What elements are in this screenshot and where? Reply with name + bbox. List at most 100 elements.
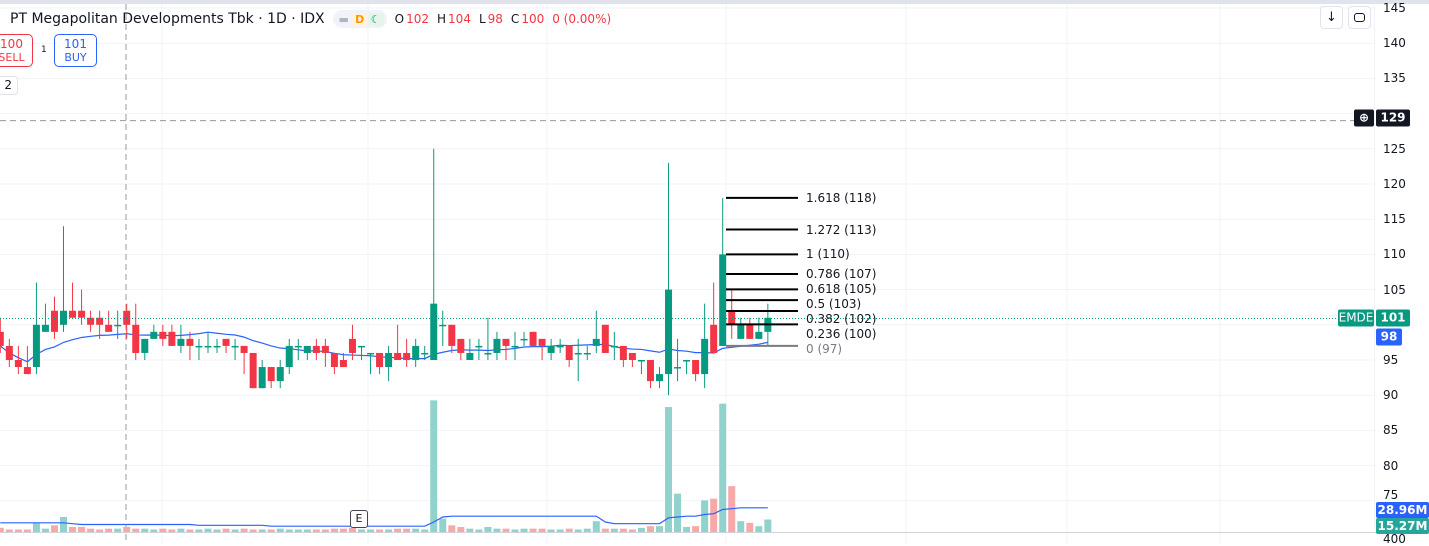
buy-label: BUY (64, 51, 87, 64)
candle-body (78, 310, 86, 318)
buy-price: 101 (64, 37, 87, 51)
candle-body (448, 324, 456, 346)
arrow-down-icon: ↓ (1326, 10, 1337, 25)
candle-body (484, 352, 492, 355)
volume-bar (556, 529, 564, 532)
change-value: 0 (0.00%) (552, 12, 612, 26)
candle-body (213, 345, 221, 348)
volume-bar (692, 526, 700, 532)
volume-bar (69, 527, 77, 532)
candle-body (321, 345, 329, 353)
status-pill[interactable]: ▬ D ☾ (332, 10, 387, 28)
candle-body (222, 338, 230, 346)
volume-bar (60, 517, 68, 532)
volume-bar (755, 526, 763, 532)
last-price-label: 101 (1376, 309, 1410, 327)
price-tick: 95 (1383, 353, 1399, 367)
candle-body (728, 310, 736, 325)
volume-bar (105, 528, 113, 532)
low-value: 98 (487, 12, 503, 26)
candle-body (249, 352, 257, 389)
top-border (0, 0, 1429, 4)
volume-bar (32, 522, 40, 532)
open-value: 102 (406, 12, 430, 26)
candle-body (159, 331, 167, 339)
fib-level-label: 0.382 (102) (806, 312, 877, 327)
fib-level-label: 1.618 (118) (806, 190, 877, 205)
fullscreen-icon (1354, 13, 1365, 22)
add-alert-plus-icon[interactable]: ⊕ (1354, 109, 1374, 127)
candle-body (23, 367, 31, 375)
volume-bar (249, 529, 257, 532)
volume-bar (746, 522, 754, 532)
candle-body (168, 331, 176, 346)
volume-bar (574, 529, 582, 532)
earnings-badge[interactable]: E (350, 510, 368, 528)
fib-level-label: 0.236 (100) (806, 327, 877, 342)
volume-bar (96, 529, 104, 532)
price-tick: 115 (1383, 212, 1406, 227)
sell-button[interactable]: 100 SELL (0, 34, 33, 67)
candle-body (583, 352, 591, 355)
volume-bar (213, 529, 221, 532)
indicator-legend-toggle[interactable]: 2 (0, 76, 18, 95)
volume-bar (592, 521, 600, 532)
volume-bar (321, 529, 329, 532)
volume-bar (674, 493, 682, 532)
volume-bar (565, 528, 573, 532)
volume-bar (240, 528, 248, 532)
volume-bar (87, 528, 95, 532)
candle-body (96, 317, 104, 325)
volume-bar (358, 529, 365, 532)
candle-body (556, 345, 564, 348)
spread-value: 1 (41, 45, 47, 55)
candle-body (466, 352, 474, 360)
candle-body (394, 352, 402, 360)
buy-button[interactable]: 101 BUY (54, 34, 97, 67)
volume-bar (655, 526, 663, 532)
candle-body (114, 324, 122, 327)
symbol-title[interactable]: PT Megapolitan Developments Tbk · 1D · I… (10, 11, 325, 27)
candle-body (755, 331, 763, 339)
candle-body (376, 352, 384, 368)
low-label: L (478, 12, 486, 26)
candle-body (619, 345, 627, 360)
fib-level-label: 0.5 (103) (806, 297, 862, 312)
volume-bar (276, 528, 284, 532)
volume-bar (204, 528, 212, 532)
volume-bar (177, 528, 185, 532)
moving-average-line (0, 331, 768, 363)
volume-bar (23, 529, 31, 532)
fib-level-label: 0 (97) (806, 342, 843, 357)
volume-bar (430, 400, 438, 532)
volume-bar (195, 529, 203, 532)
price-tick: 85 (1383, 423, 1399, 438)
candle-body (32, 324, 40, 368)
candle-body (665, 289, 673, 375)
candle-body (520, 338, 528, 341)
volume-bar (330, 528, 338, 532)
candle-body (367, 352, 375, 355)
volume-bar (394, 528, 402, 532)
candle-body (339, 360, 347, 368)
volume-bar (132, 528, 140, 532)
price-tick: 75 (1383, 488, 1399, 502)
fullscreen-button[interactable] (1348, 6, 1371, 29)
volume-bar (348, 527, 356, 532)
candle-body (719, 254, 727, 346)
legend-count: 2 (4, 78, 12, 92)
sell-label: SELL (0, 51, 25, 64)
candle-body (132, 324, 140, 353)
ohlc-values: O 102 H 104 L 98 C 100 0 (0.00%) (395, 12, 618, 26)
volume-bar (683, 527, 691, 532)
symbol-tag: EMDE (1338, 309, 1374, 327)
delayed-status: D (351, 12, 368, 26)
volume-bar (141, 528, 149, 532)
volume-bar (41, 528, 49, 532)
candle-body (430, 303, 438, 360)
volume-bar (538, 528, 546, 532)
candle-body (592, 338, 600, 346)
scroll-to-latest-button[interactable]: ↓ (1320, 6, 1343, 29)
candle-body (14, 360, 22, 368)
